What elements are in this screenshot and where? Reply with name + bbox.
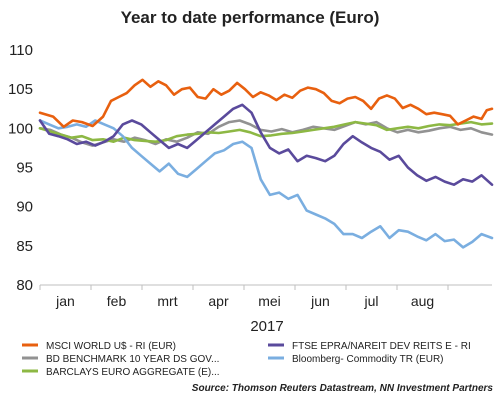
legend-label: BARCLAYS EURO AGGREGATE (E)... xyxy=(46,367,220,378)
x-tick-label: jan xyxy=(55,293,75,309)
y-tick-label: 95 xyxy=(16,160,33,177)
legend-label: BD BENCHMARK 10 YEAR DS GOV... xyxy=(46,354,219,365)
plot-area xyxy=(38,78,494,249)
y-tick-label: 110 xyxy=(9,42,33,59)
y-tick-label: 90 xyxy=(16,199,33,216)
legend: MSCI WORLD U$ - RI (EUR) FTSE EPRA/NAREI… xyxy=(22,341,471,378)
series-line xyxy=(38,78,494,129)
y-tick-label: 100 xyxy=(8,120,33,137)
legend-label: FTSE EPRA/NAREIT DEV REITS E - RI xyxy=(292,341,471,352)
x-axis-title: 2017 xyxy=(250,318,283,335)
y-tick-label: 80 xyxy=(16,277,33,294)
y-axis: 80 85 90 95 100 105 110 xyxy=(8,42,33,294)
x-tick-label: feb xyxy=(107,293,127,309)
x-axis: jan feb mrt apr mei jun jul aug xyxy=(39,285,449,309)
legend-label: Bloomberg- Commodity TR (EUR) xyxy=(292,354,444,365)
x-tick-label: mrt xyxy=(157,293,177,309)
legend-item: BARCLAYS EURO AGGREGATE (E)... xyxy=(22,367,220,378)
series-line xyxy=(38,119,494,249)
legend-item: Bloomberg- Commodity TR (EUR) xyxy=(268,354,444,365)
legend-item: MSCI WORLD U$ - RI (EUR) xyxy=(22,341,176,352)
chart-title: Year to date performance (Euro) xyxy=(121,8,380,27)
x-tick-label: jun xyxy=(310,293,330,309)
series-line xyxy=(38,120,494,143)
x-tick-label: apr xyxy=(208,293,229,309)
x-tick-label: jul xyxy=(363,293,378,309)
legend-label: MSCI WORLD U$ - RI (EUR) xyxy=(46,341,176,352)
legend-item: BD BENCHMARK 10 YEAR DS GOV... xyxy=(22,354,219,365)
x-tick-label: mei xyxy=(258,293,281,309)
y-tick-label: 85 xyxy=(16,238,33,255)
series-line xyxy=(38,103,494,186)
x-tick-label: aug xyxy=(411,293,434,309)
source-note: Source: Thomson Reuters Datastream, NN I… xyxy=(192,383,494,394)
y-tick-label: 105 xyxy=(8,81,33,98)
legend-item: FTSE EPRA/NAREIT DEV REITS E - RI xyxy=(268,341,471,352)
